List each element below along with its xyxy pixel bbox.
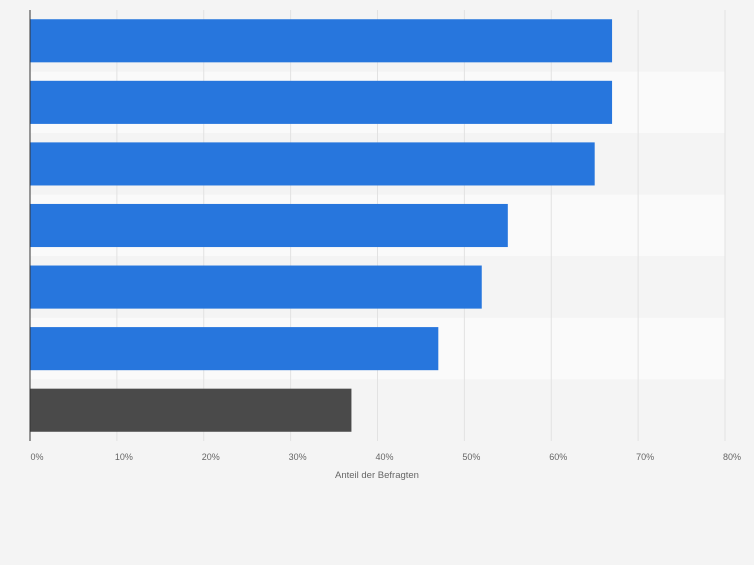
x-tick-label-10: 10% [115,452,133,462]
x-tick-label-50: 50% [462,452,480,462]
bar-1[interactable] [30,19,613,63]
bar-5[interactable] [30,265,482,309]
x-tick-label-60: 60% [549,452,567,462]
x-tick-label-30: 30% [289,452,307,462]
x-tick-labels: 0% 10% 20% 30% 40% 50% 60% 70% 80% [30,452,741,462]
bar-7[interactable] [30,388,352,432]
x-tick-label-0: 0% [30,452,43,462]
x-tick-label-20: 20% [202,452,220,462]
bar-4[interactable] [30,203,508,248]
bar-2[interactable] [30,80,613,124]
bars [30,19,613,432]
x-tick-label-40: 40% [375,452,393,462]
x-axis-label: Anteil der Befragten [335,470,419,481]
x-tick-label-80: 80% [723,452,741,462]
bar-6[interactable] [30,327,439,371]
bar-3[interactable] [30,142,595,186]
x-tick-label-70: 70% [636,452,654,462]
